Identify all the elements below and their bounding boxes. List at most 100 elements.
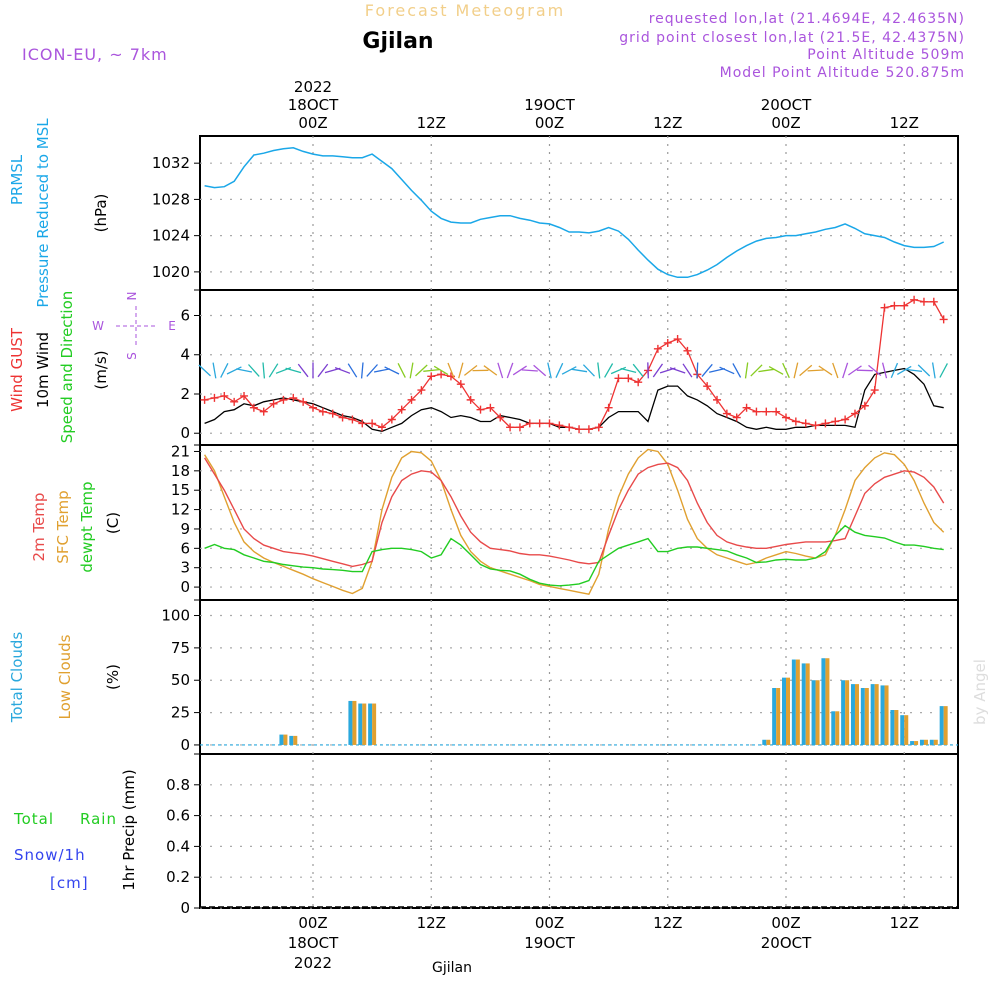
wind-gust-marker [782, 413, 790, 422]
wind-direction-arrow [931, 362, 936, 379]
wind-direction-arrow [409, 362, 414, 379]
wind-gust-marker [506, 423, 515, 432]
wind-direction-arrow [384, 366, 400, 375]
wind-gust-marker [200, 395, 209, 404]
y-tick-label: 3 [180, 559, 190, 577]
wind-direction-arrow [236, 368, 253, 373]
panel-frame-temperature [199, 444, 959, 601]
low-cloud-bar [845, 680, 850, 745]
wind-direction-arrow [415, 364, 428, 377]
wind-gust-marker [890, 301, 899, 310]
total-cloud-bar [811, 680, 816, 745]
wind-direction-arrow [719, 366, 735, 375]
wind-direction-arrow [582, 364, 595, 377]
wind-gust-marker [466, 395, 475, 404]
wind-direction-arrow [547, 362, 552, 379]
wind-direction-arrow [597, 362, 601, 379]
compass-s: S [125, 352, 139, 360]
total-cloud-bar [900, 715, 905, 745]
total-cloud-bar [762, 739, 767, 745]
wind-direction-arrow [297, 363, 309, 378]
wind-direction-arrow [856, 369, 873, 372]
low-clouds-label: Low Clouds [56, 634, 74, 719]
low-cloud-bar [795, 659, 800, 745]
temp-2m-line [204, 457, 945, 568]
wind-gust-marker [870, 386, 879, 395]
y-tick-label: 1032 [152, 154, 190, 172]
wind-direction-arrow [696, 362, 699, 379]
y-tick-label: 75 [171, 639, 190, 657]
low-cloud-bar [904, 715, 909, 745]
total-cloud-bar [358, 703, 363, 745]
wind-gust-line [204, 299, 945, 430]
wind-direction-arrow [768, 366, 784, 375]
top-axis-time: 00Z [771, 114, 800, 132]
panel-frame-precip [199, 753, 959, 909]
low-cloud-bar [835, 711, 840, 745]
bottom-axis-year: 2022 [294, 954, 332, 972]
wind-direction-arrow [561, 366, 577, 375]
wind-direction-arrow [555, 362, 564, 378]
wind-direction-arrow [732, 363, 742, 378]
y-tick-label: 0 [180, 899, 190, 917]
total-cloud-bar [841, 680, 846, 745]
y-tick-label: 12 [171, 501, 190, 519]
wind-direction-arrow [652, 363, 664, 378]
model-altitude: Model Point Altitude 520.875m [720, 65, 965, 81]
bottom-axis-date: 20OCT [761, 934, 812, 952]
wind-gust-marker [791, 417, 800, 426]
wind-direction-arrow [868, 364, 882, 377]
top-axis-time: 00Z [535, 114, 564, 132]
y-tick-label: 1020 [152, 263, 190, 281]
wind-gust-marker [417, 386, 426, 395]
low-cloud-bar [362, 703, 367, 745]
low-cloud-bar [825, 658, 830, 745]
wind-gust-marker [328, 409, 337, 418]
y-tick-label: 100 [161, 607, 190, 625]
bottom-axis-time: 12Z [417, 914, 446, 932]
wind-gust-marker [762, 407, 771, 416]
total-cloud-bar [801, 663, 806, 745]
precip-total-label: Total [13, 810, 54, 828]
wind-direction-arrow [268, 363, 279, 378]
y-tick-label: 4 [180, 346, 190, 364]
wind-gust-marker [496, 413, 505, 422]
wind-gust-marker [407, 395, 416, 404]
pressure-label-long: Pressure Reduced to MSL [34, 118, 52, 308]
wind-direction-arrow [347, 363, 358, 378]
wind-direction-arrow [497, 362, 504, 379]
low-cloud-bar [776, 688, 781, 745]
wind-direction-arrow [832, 362, 839, 379]
wind-gust-marker [240, 391, 249, 400]
wind-unit: (m/s) [92, 350, 110, 389]
top-axis-date: 19OCT [524, 96, 575, 114]
wind-gust-marker [525, 419, 534, 428]
wind-direction-arrow [334, 366, 351, 374]
wind-gust-marker [634, 378, 643, 387]
wind-gust-marker [259, 407, 268, 416]
dewpoint-label: dewpt Temp [78, 481, 96, 572]
wind-direction-arrow [317, 363, 329, 378]
wind-direction-arrow [610, 366, 627, 375]
panel-frame-wind [199, 289, 959, 446]
wind-gust-marker [831, 417, 840, 426]
total-cloud-bar [870, 684, 875, 745]
wind-direction-arrow [262, 362, 266, 379]
clouds-unit: (%) [104, 664, 122, 690]
pressure-label: PRMSL [8, 154, 26, 205]
wind-direction-arrow [744, 362, 749, 379]
wind-gust-marker [860, 401, 869, 410]
wind-gust-marker [299, 397, 308, 406]
top-axis-date: 18OCT [288, 96, 339, 114]
wind-gust-marker [821, 419, 830, 428]
y-tick-label: 1024 [152, 227, 190, 245]
low-cloud-bar [815, 680, 820, 745]
compass-w: W [92, 319, 104, 333]
compass-e: E [168, 319, 176, 333]
wind-direction-arrow [890, 362, 899, 379]
wind-gust-marker [309, 403, 317, 412]
wind-direction-arrow [571, 368, 588, 373]
total-cloud-bar [348, 700, 353, 745]
wind-gust-marker [476, 405, 485, 414]
wind-gust-marker [397, 405, 406, 414]
